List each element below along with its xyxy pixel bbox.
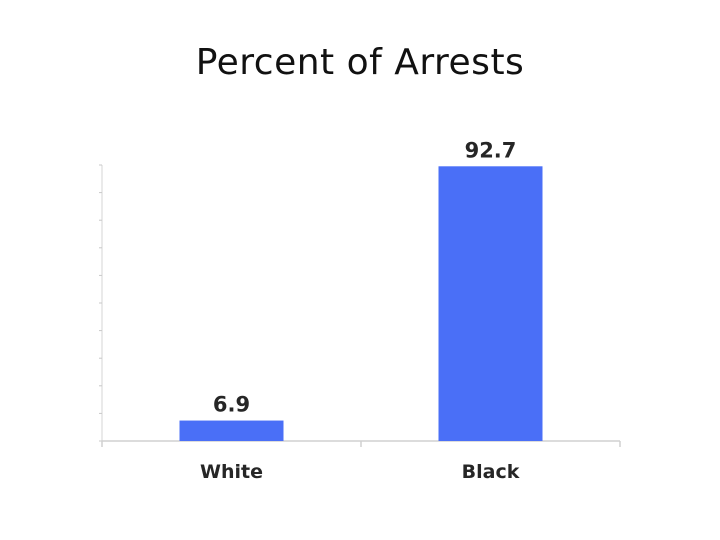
chart-title: Percent of Arrests [195, 42, 525, 83]
y-axis-ticks [99, 164, 102, 442]
category-labels: White Black [200, 461, 520, 483]
x-axis-ticks [101, 441, 621, 447]
data-labels: 6.9 92.7 [213, 138, 517, 416]
data-label-black: 92.7 [465, 138, 517, 162]
category-label-black: Black [462, 461, 520, 483]
bar-white [179, 420, 284, 441]
category-label-white: White [200, 461, 263, 483]
bar-black [438, 166, 543, 442]
data-label-white: 6.9 [213, 393, 250, 417]
bars [179, 166, 543, 442]
